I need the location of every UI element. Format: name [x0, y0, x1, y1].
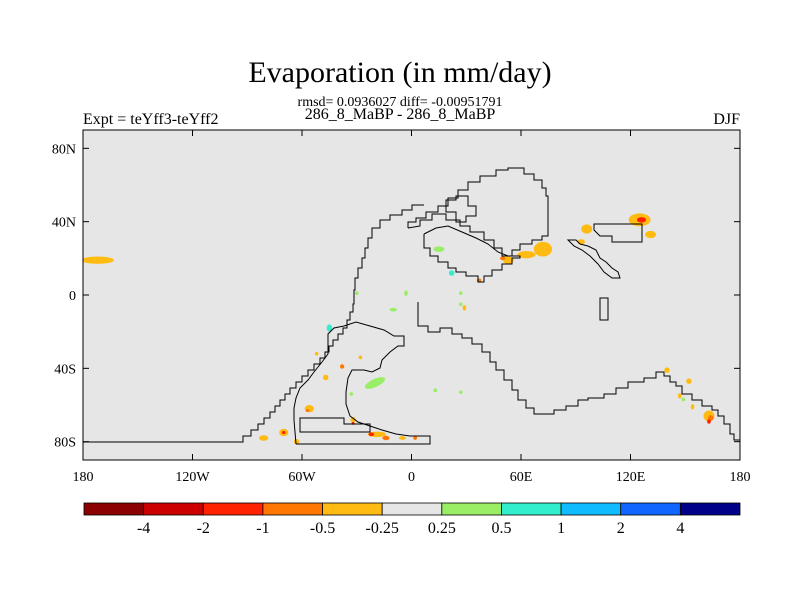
colorbar-label-6: 0.5: [491, 520, 511, 537]
data-patch-21: [358, 355, 363, 360]
data-patch-29: [305, 409, 310, 412]
colorbar-label-9: 4: [676, 520, 684, 537]
data-patch-19: [326, 324, 333, 332]
colorbar-swatch-2: [202, 502, 264, 516]
data-patch-40: [413, 436, 417, 440]
colorbar-label-1: -2: [197, 520, 210, 537]
east-block-outline: [593, 223, 643, 243]
x-tick-label-2: 60W: [288, 470, 316, 485]
data-patch-15: [404, 290, 408, 296]
y-tick-label-4: 80S: [54, 436, 76, 451]
data-patch-24: [364, 377, 386, 389]
colorbar-label-8: 2: [617, 520, 625, 537]
data-patch-14: [354, 291, 359, 295]
data-patch-3: [645, 230, 657, 239]
data-patch-34: [259, 435, 269, 441]
america-outline: [83, 204, 424, 443]
data-patch-38: [382, 435, 390, 441]
data-patch-26: [433, 388, 438, 393]
data-patches: [83, 213, 715, 445]
data-patch-18: [462, 305, 467, 311]
x-tick-label-4: 60E: [510, 470, 533, 485]
north-inlet-outline: [445, 195, 477, 223]
x-tick-label-0: 180: [73, 470, 94, 485]
data-patch-25: [349, 392, 354, 396]
colorbar-label-3: -0.5: [310, 520, 335, 537]
season-label: DJF: [713, 111, 740, 128]
data-patch-20: [314, 351, 319, 356]
antarctic-inner-outline: [299, 417, 371, 433]
colorbar-swatch-4: [322, 502, 383, 516]
colorbar-swatch-0: [83, 502, 145, 516]
data-patch-23: [322, 374, 329, 381]
stats-line: rmsd= 0.0936027 diff= -0.00951791: [297, 95, 503, 110]
colorbar-swatch-9: [620, 502, 681, 516]
data-patch-45: [686, 378, 692, 384]
data-patch-8: [500, 256, 506, 261]
data-patch-2: [636, 217, 647, 223]
data-patch-16: [389, 307, 397, 312]
data-patch-39: [398, 436, 407, 440]
data-patch-17: [458, 302, 463, 306]
colorbar: -4 -2 -1 -0.5 -0.25 0.25 0.5 1 2 4: [83, 502, 741, 537]
colorbar-swatch-8: [560, 502, 622, 516]
colorbar-swatch-1: [143, 502, 204, 516]
colorbar-swatch-6: [441, 502, 502, 516]
colorbar-label-4: -0.25: [366, 520, 399, 537]
east-island-outline: [566, 239, 621, 279]
colorbar-swatch-7: [501, 502, 562, 516]
data-patch-30: [350, 416, 356, 423]
data-patch-0: [83, 256, 115, 264]
plot-background: [83, 130, 740, 460]
small-island-outline: [599, 297, 609, 321]
data-patch-5: [533, 241, 553, 257]
afro-continent-outline: [423, 225, 521, 283]
x-tick-label-1: 120W: [175, 470, 210, 485]
data-patch-4: [581, 224, 593, 234]
continent-outlines: [83, 167, 740, 445]
data-patch-13: [458, 291, 463, 295]
data-patch-48: [690, 404, 695, 410]
data-patch-47: [681, 397, 686, 402]
data-patch-12: [448, 270, 455, 276]
data-patch-22: [339, 364, 345, 369]
x-tick-label-5: 120E: [616, 470, 646, 485]
colorbar-label-5: 0.25: [428, 520, 456, 537]
x-tick-label-6: 180: [730, 470, 751, 485]
data-patch-37: [368, 432, 375, 437]
colorbar-label-7: 1: [557, 520, 565, 537]
data-patch-11: [433, 246, 445, 252]
chart-title: Evaporation (in mm/day): [248, 56, 552, 89]
colorbar-label-0: -4: [137, 520, 150, 537]
y-tick-label-2: 0: [69, 289, 76, 304]
data-patch-27: [458, 390, 463, 394]
x-tick-label-3: 0: [408, 470, 415, 485]
data-patch-33: [281, 431, 286, 434]
y-tick-label-1: 40N: [52, 216, 76, 231]
north-continent-outline: [407, 167, 549, 257]
colorbar-swatch-5: [381, 502, 443, 516]
colorbar-swatch-3: [262, 502, 323, 516]
data-patch-9: [577, 239, 585, 245]
colorbar-label-2: -1: [256, 520, 269, 537]
data-patch-42: [708, 415, 714, 421]
y-tick-label-0: 80N: [52, 142, 76, 157]
data-patch-44: [664, 367, 670, 373]
chart-subtitle: 286_8_MaBP - 286_8_MaBP: [304, 106, 496, 123]
data-patch-46: [677, 393, 682, 399]
data-patch-6: [517, 251, 536, 259]
axes: 180 120W 60W 0 60E 120E 180 80N 40N 0 40S 80S: [52, 130, 751, 485]
y-tick-label-3: 40S: [54, 362, 76, 377]
data-patch-43: [707, 419, 711, 424]
colorbar-swatch-10: [679, 502, 741, 516]
experiment-label: Expt = teYff3-teYff2: [83, 111, 219, 128]
tethys-west-outline: [417, 302, 740, 441]
data-patch-35: [293, 438, 300, 445]
